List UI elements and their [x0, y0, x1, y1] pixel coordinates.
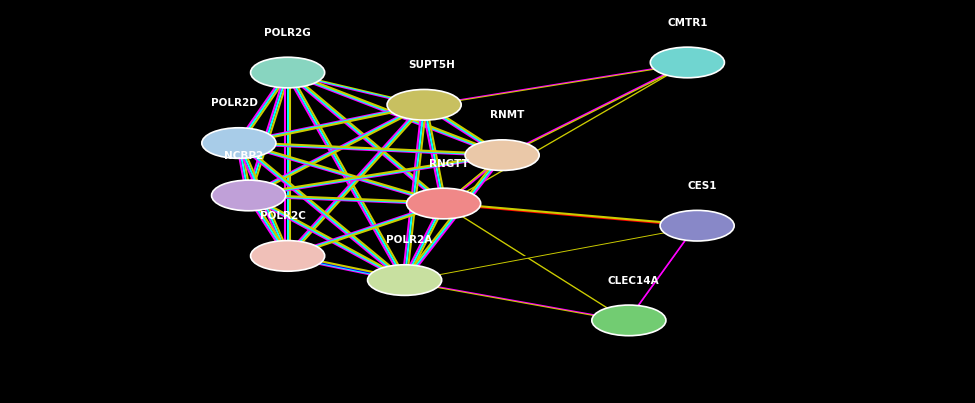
- Text: POLR2G: POLR2G: [264, 28, 311, 38]
- Text: POLR2D: POLR2D: [211, 98, 257, 108]
- Circle shape: [212, 180, 286, 211]
- Text: POLR2C: POLR2C: [259, 211, 306, 221]
- Text: NCBP2: NCBP2: [224, 151, 263, 161]
- Circle shape: [368, 265, 442, 295]
- Text: RNMT: RNMT: [489, 110, 525, 120]
- Circle shape: [251, 241, 325, 271]
- Circle shape: [202, 128, 276, 158]
- Text: CLEC14A: CLEC14A: [608, 276, 659, 286]
- Circle shape: [650, 47, 724, 78]
- Text: SUPT5H: SUPT5H: [409, 60, 455, 70]
- Circle shape: [251, 57, 325, 88]
- Text: CMTR1: CMTR1: [667, 18, 708, 28]
- Circle shape: [387, 89, 461, 120]
- Circle shape: [465, 140, 539, 170]
- Circle shape: [592, 305, 666, 336]
- Text: RNGTT: RNGTT: [429, 159, 468, 169]
- Circle shape: [660, 210, 734, 241]
- Text: POLR2A: POLR2A: [386, 235, 433, 245]
- Circle shape: [407, 188, 481, 219]
- Text: CES1: CES1: [687, 181, 717, 191]
